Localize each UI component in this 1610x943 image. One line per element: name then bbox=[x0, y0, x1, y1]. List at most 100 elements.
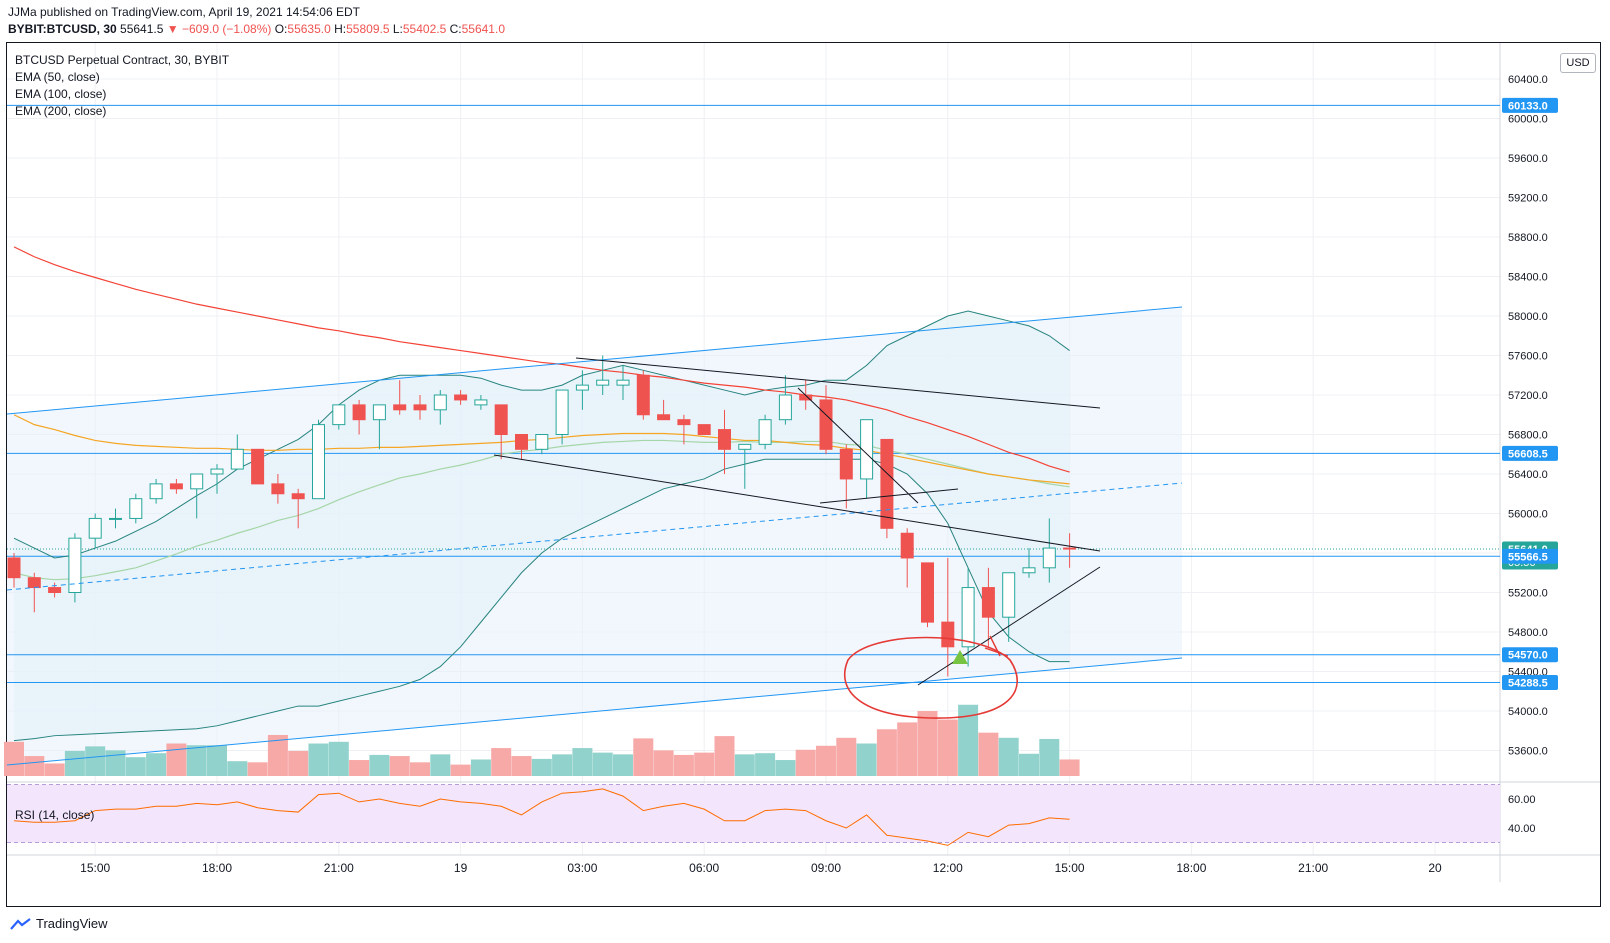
trend-line-up bbox=[917, 566, 1101, 686]
volume-bar bbox=[653, 750, 674, 776]
volume-bar bbox=[856, 743, 877, 776]
price-tag-label: 54288.5 bbox=[1508, 678, 1548, 690]
candle-body bbox=[433, 394, 447, 411]
candle-body bbox=[880, 438, 894, 529]
volume-bar bbox=[816, 745, 836, 776]
candle-body bbox=[454, 394, 468, 401]
wedge-lower-line bbox=[493, 454, 1101, 552]
tradingview-brand[interactable]: TradingView bbox=[10, 916, 108, 931]
rsi-line bbox=[13, 788, 1070, 846]
annotation-arrow bbox=[984, 635, 1009, 657]
volume-bar bbox=[592, 752, 613, 776]
candle-body bbox=[758, 419, 772, 445]
price-tag-label: 60133.0 bbox=[1508, 100, 1548, 112]
volume-bar bbox=[85, 746, 106, 776]
y-axis-tick-label: 56800.0 bbox=[1508, 430, 1548, 442]
candle-body bbox=[149, 483, 163, 500]
candle-body bbox=[372, 404, 386, 421]
currency-button[interactable]: USD bbox=[1560, 53, 1596, 73]
volume-bar bbox=[714, 736, 735, 776]
volume-bar bbox=[673, 754, 694, 776]
low-label: L: bbox=[392, 22, 403, 36]
candle-body bbox=[718, 429, 731, 450]
x-axis-tick-label: 12:00 bbox=[933, 861, 963, 875]
candle-body bbox=[697, 424, 711, 435]
publisher-line: JJMa published on TradingView.com, April… bbox=[8, 5, 360, 19]
price-tag-label: 55566.5 bbox=[1508, 551, 1548, 563]
candle-body bbox=[88, 517, 102, 539]
channel-mid-line bbox=[6, 482, 1183, 591]
bollinger-lower-line bbox=[13, 458, 1070, 742]
y-axis-tick-label: 60400.0 bbox=[1508, 74, 1548, 86]
candle-body bbox=[677, 419, 691, 426]
candle-body bbox=[778, 394, 792, 421]
volume-bar bbox=[531, 758, 552, 776]
x-axis-tick-label: 19 bbox=[454, 861, 468, 875]
candle-body bbox=[941, 621, 955, 648]
candle-body bbox=[312, 424, 325, 500]
volume-bar bbox=[105, 750, 126, 776]
y-axis-tick-label: 58000.0 bbox=[1508, 311, 1548, 323]
candle-body bbox=[738, 443, 752, 450]
y-axis-tick-label: 60000.0 bbox=[1508, 114, 1548, 126]
y-axis-tick-label: 58400.0 bbox=[1508, 272, 1548, 284]
rsi-axis-tick-label: 60.00 bbox=[1508, 794, 1536, 806]
volume-bar bbox=[897, 722, 918, 776]
candle-body bbox=[129, 498, 143, 519]
volume-bar bbox=[24, 756, 45, 776]
candle-body bbox=[210, 468, 224, 475]
volume-bar bbox=[430, 754, 451, 776]
candle-body bbox=[900, 532, 914, 559]
candle-body bbox=[1002, 572, 1016, 618]
y-axis-tick-label: 54000.0 bbox=[1508, 706, 1548, 718]
close-value: 55641.0 bbox=[461, 22, 505, 36]
candle-body bbox=[7, 557, 21, 579]
x-axis-tick-label: 21:00 bbox=[324, 861, 354, 875]
volume-bar bbox=[186, 745, 207, 776]
high-value: 55809.5 bbox=[346, 22, 390, 36]
open-value: 55635.0 bbox=[287, 22, 331, 36]
y-axis-tick-label: 55200.0 bbox=[1508, 588, 1548, 600]
volume-bar bbox=[166, 743, 187, 776]
price-tag bbox=[1502, 647, 1558, 663]
candle-body bbox=[271, 483, 285, 495]
volume-bar bbox=[389, 756, 410, 776]
channel-lower-line bbox=[6, 657, 1183, 766]
candle-body bbox=[839, 448, 853, 480]
volume-bar bbox=[450, 764, 471, 776]
tradingview-logo-icon bbox=[10, 917, 31, 930]
volume-bar bbox=[64, 750, 85, 776]
rsi-band bbox=[7, 784, 1500, 843]
brand-label: TradingView bbox=[36, 916, 108, 931]
candle-body bbox=[1022, 567, 1036, 574]
volume-bar bbox=[207, 745, 227, 776]
volume-bar bbox=[958, 704, 979, 776]
price-change: ▼ −609.0 (−1.08%) bbox=[166, 22, 272, 36]
legend-main: BTCUSD Perpetual Contract, 30, BYBIT bbox=[15, 53, 230, 67]
price-tag bbox=[1502, 548, 1558, 564]
volume-bar bbox=[998, 737, 1019, 776]
volume-bar bbox=[349, 760, 370, 776]
volume-bar bbox=[552, 754, 573, 776]
candle-body bbox=[961, 587, 975, 648]
volume-bar bbox=[1039, 738, 1060, 776]
y-axis-tick-label: 56400.0 bbox=[1508, 469, 1548, 481]
candle-body bbox=[657, 414, 671, 421]
x-axis-tick-label: 09:00 bbox=[811, 861, 841, 875]
legend-ema200: EMA (200, close) bbox=[15, 104, 107, 118]
candle-body bbox=[515, 434, 528, 450]
price-tag-label: 54570.0 bbox=[1508, 650, 1548, 662]
low-value: 55402.5 bbox=[402, 22, 447, 36]
candle-body bbox=[535, 434, 549, 450]
candle-body bbox=[109, 517, 122, 520]
x-axis-tick-label: 18:00 bbox=[202, 861, 232, 875]
volume-bar bbox=[734, 754, 755, 776]
candle-body bbox=[860, 419, 874, 480]
symbol-quote-line: BYBIT:BTCUSD, 30 55641.5 ▼ −609.0 (−1.08… bbox=[8, 22, 505, 36]
bollinger-upper-line bbox=[13, 310, 1070, 559]
volume-bar bbox=[227, 761, 248, 776]
volume-bar bbox=[876, 729, 897, 776]
candle-body bbox=[332, 404, 346, 426]
volume-bar bbox=[288, 750, 309, 776]
